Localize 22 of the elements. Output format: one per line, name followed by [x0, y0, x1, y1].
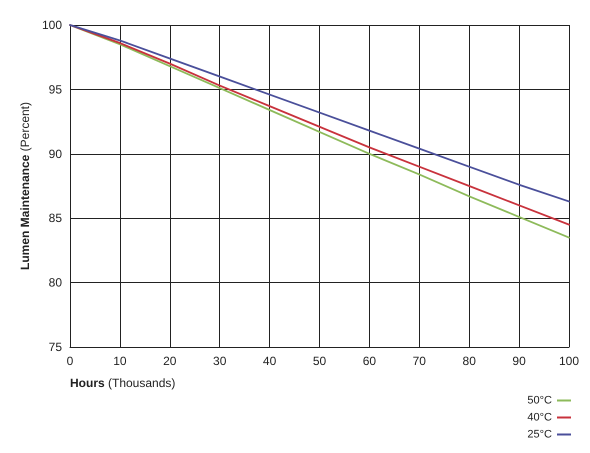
- x-tick-label: 10: [113, 354, 127, 368]
- y-tick-label: 100: [42, 18, 62, 32]
- legend-label: 25°C: [527, 428, 552, 440]
- x-tick-label: 60: [362, 354, 376, 368]
- y-tick-label: 95: [48, 82, 62, 96]
- x-tick-label: 50: [312, 354, 326, 368]
- x-tick-label: 70: [412, 354, 426, 368]
- y-tick-label: 75: [48, 340, 62, 354]
- y-axis-title: Lumen Maintenance (Percent): [18, 102, 32, 270]
- x-tick-label: 30: [213, 354, 227, 368]
- x-tick-label: 0: [66, 354, 74, 368]
- legend-label: 50°C: [527, 394, 552, 406]
- x-axis-title: Hours (Thousands): [70, 376, 176, 390]
- y-tick-label: 90: [48, 146, 62, 161]
- legend-label: 40°C: [527, 412, 552, 424]
- y-tick-label: 80: [48, 276, 62, 290]
- x-tick-label: 100: [558, 354, 580, 368]
- x-tick-label: 90: [512, 354, 526, 368]
- x-tick-label: 20: [163, 354, 177, 368]
- x-tick-label: 80: [462, 354, 476, 368]
- y-tick-label: 85: [48, 211, 62, 226]
- x-tick-label: 40: [262, 354, 277, 368]
